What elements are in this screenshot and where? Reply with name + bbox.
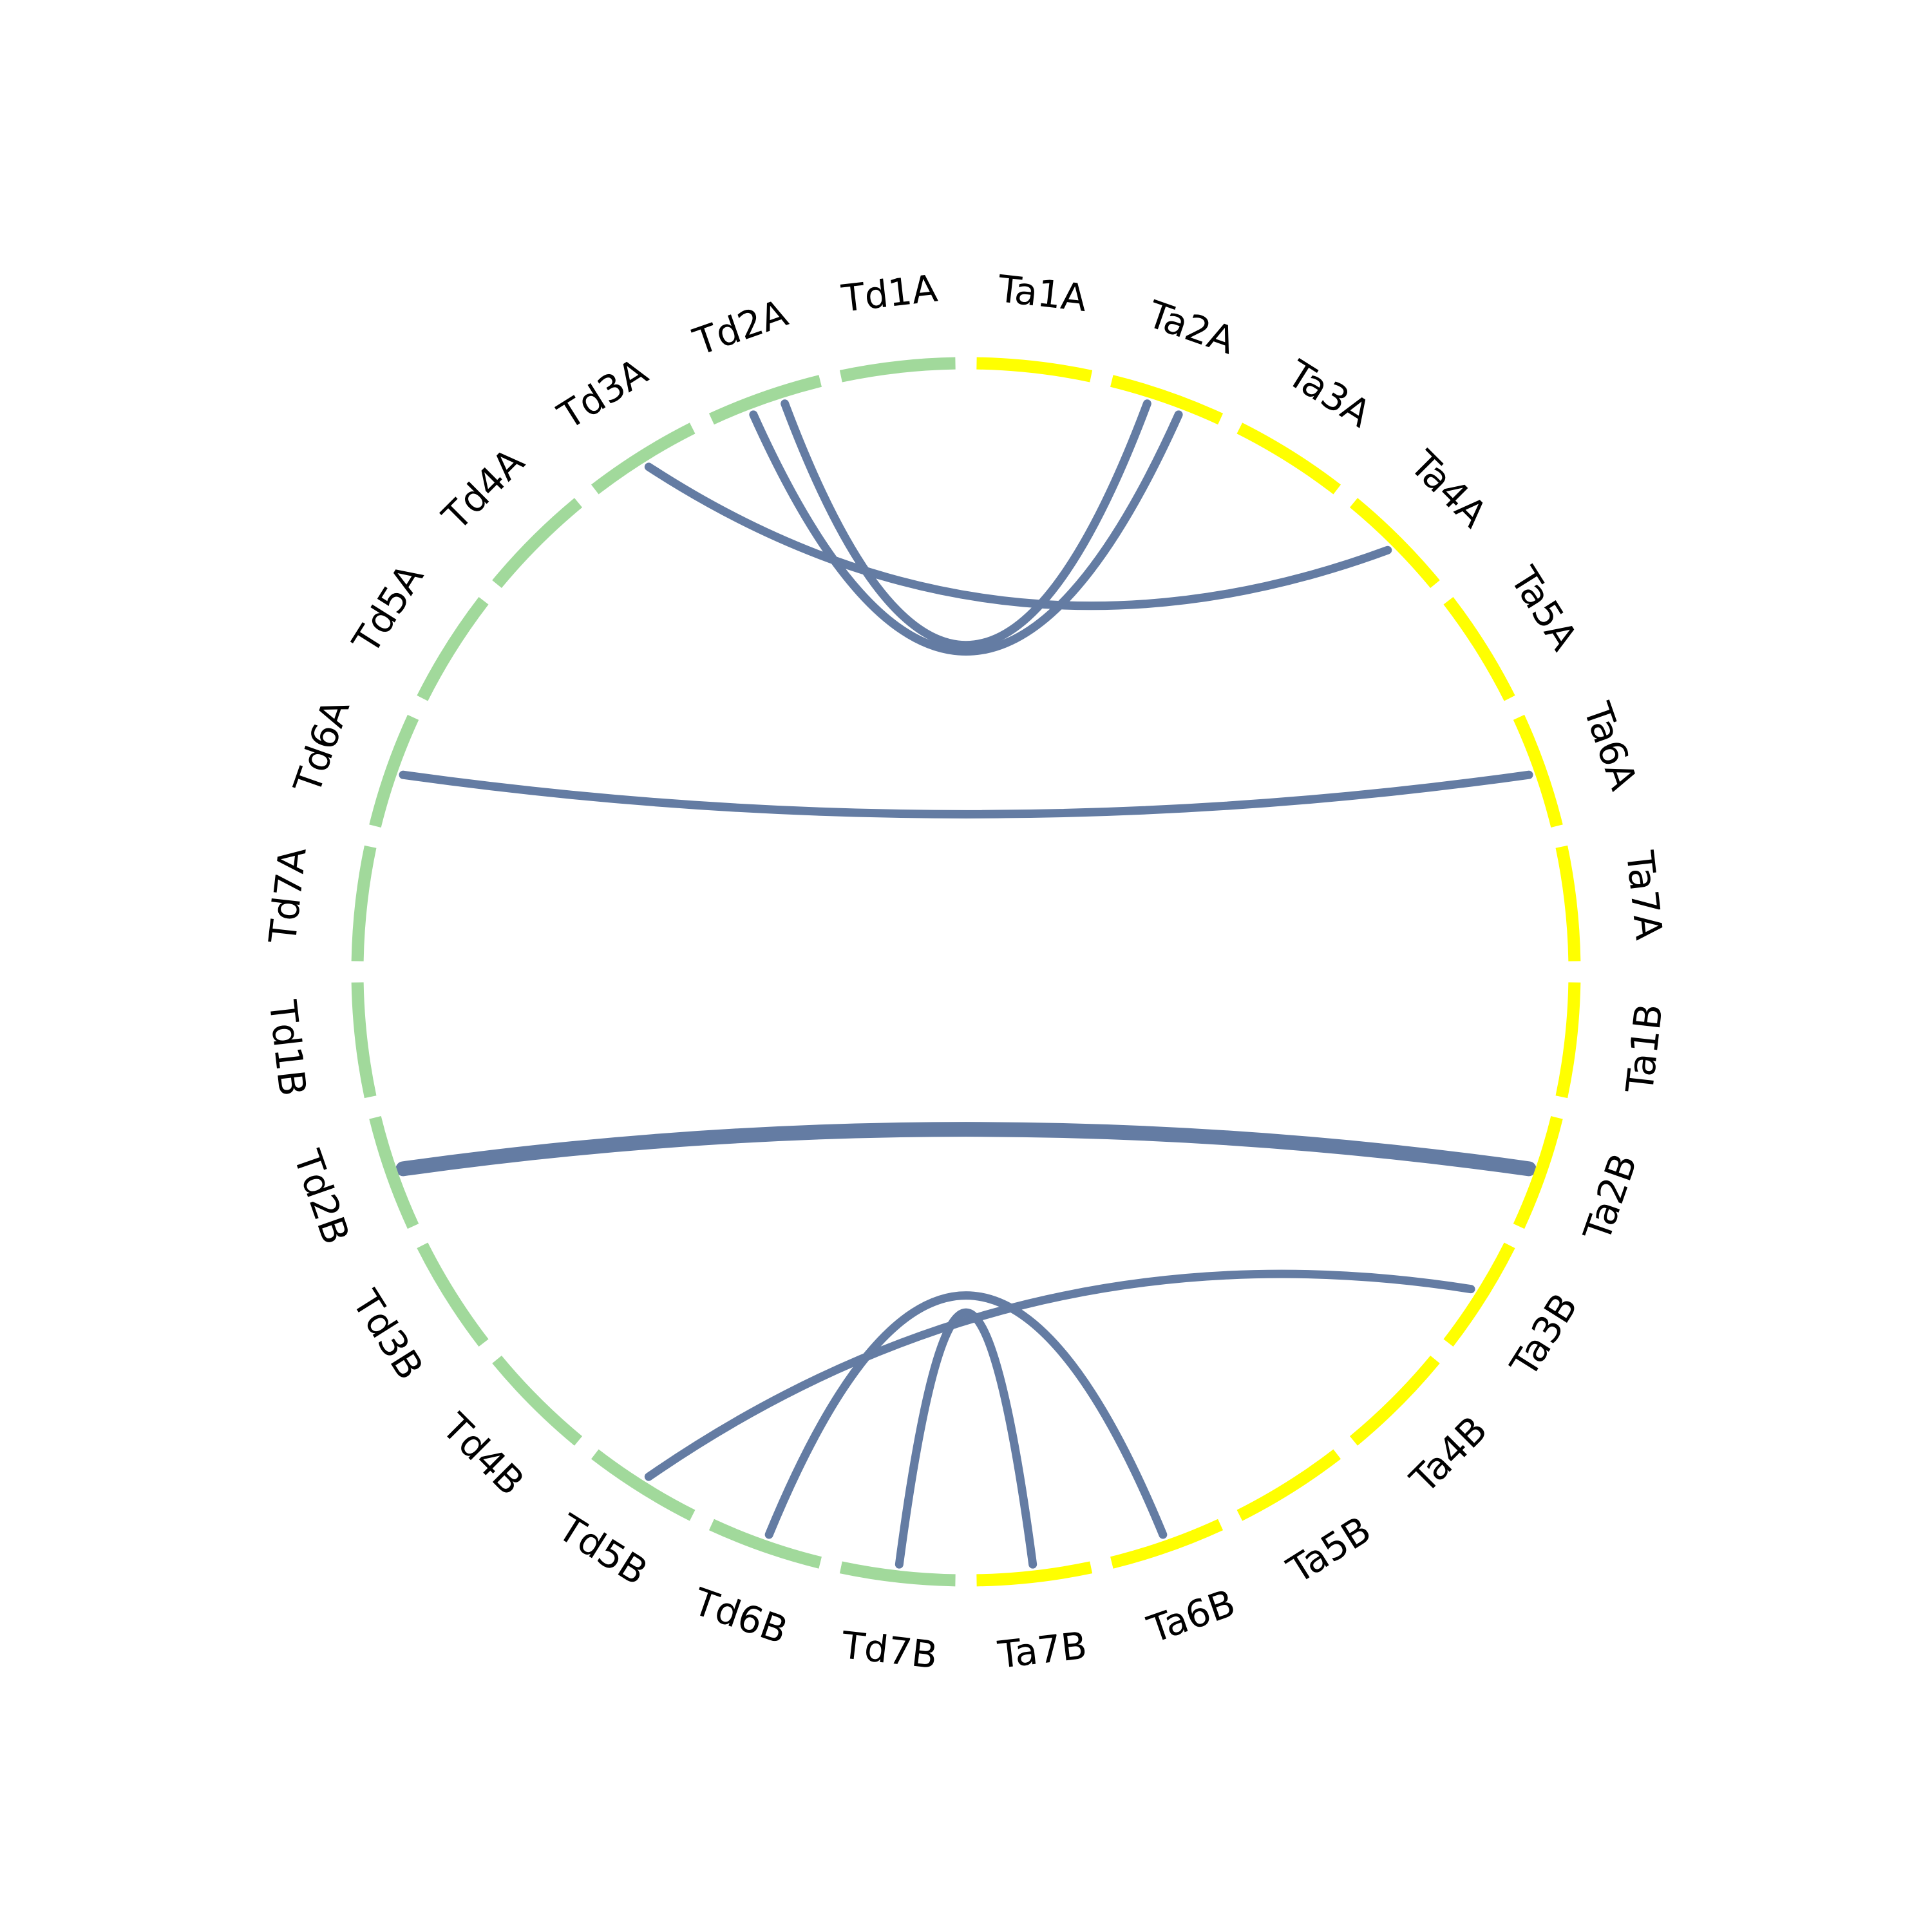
- link-td2a-ta2a-0: [781, 399, 1151, 650]
- segment-label-td7a: Td7A: [260, 845, 314, 946]
- segment-label-ta7b: Ta7B: [995, 1624, 1089, 1677]
- segment-label-td3b: Td3B: [344, 1282, 432, 1387]
- segment-arc-ta2a: [1110, 375, 1224, 425]
- segment-label-ta4a: Ta4A: [1401, 442, 1496, 536]
- segment-label-ta5b: Ta5B: [1280, 1508, 1379, 1593]
- segment-arc-td3b: [417, 1242, 489, 1347]
- segment-arc-td4b: [492, 1355, 583, 1446]
- segment-arc-td2b: [369, 1116, 419, 1229]
- segment-arcs: [351, 357, 1581, 1587]
- segment-arc-ta1a: [976, 357, 1093, 383]
- segment-label-td4b: Td4B: [433, 1405, 533, 1504]
- segment-label-ta5a: Ta5A: [1502, 559, 1587, 658]
- segment-arc-td1a: [839, 357, 956, 383]
- segment-label-ta3a: Ta3A: [1280, 351, 1379, 436]
- segment-label-td7b: Td7B: [839, 1623, 940, 1677]
- segment-arc-td5a: [417, 596, 489, 701]
- segment-label-td5a: Td5A: [344, 556, 432, 661]
- segment-arc-td6b: [708, 1519, 822, 1569]
- link-td2b-ta2b-4: [395, 1122, 1537, 1177]
- segment-arc-ta6b: [1110, 1519, 1224, 1569]
- segment-arc-ta7a: [1555, 845, 1581, 961]
- segment-label-ta1a: Ta1A: [995, 267, 1089, 320]
- segment-label-ta4b: Ta4B: [1401, 1408, 1495, 1502]
- link-td7b-ta7b-7: [895, 1308, 1037, 1569]
- link-td3a-ta4a-2: [644, 462, 1392, 611]
- link-td6a-ta6a-3: [399, 770, 1533, 819]
- segment-label-ta2a: Ta2A: [1142, 292, 1241, 363]
- segment-arc-td5b: [591, 1449, 696, 1521]
- segment-arc-td4a: [492, 498, 583, 589]
- segment-arc-ta4a: [1349, 498, 1440, 589]
- segment-arc-ta2b: [1513, 1116, 1563, 1229]
- segment-label-td2b: Td2B: [285, 1144, 358, 1250]
- segment-label-ta6b: Ta6B: [1142, 1581, 1241, 1652]
- segment-arc-ta5a: [1443, 596, 1515, 701]
- segment-arc-ta1b: [1555, 982, 1581, 1099]
- segment-label-td1b: Td1B: [260, 998, 314, 1099]
- segment-label-ta3b: Ta3B: [1501, 1285, 1586, 1385]
- segment-arc-ta5b: [1236, 1449, 1341, 1521]
- segment-arc-td2a: [708, 375, 822, 425]
- link-td5b-ta3b-5: [644, 1269, 1475, 1481]
- segment-arc-ta6a: [1513, 714, 1563, 828]
- segment-label-td1a: Td1A: [839, 267, 940, 321]
- link-td6b-ta6b-6: [764, 1291, 1168, 1539]
- segment-label-ta7a: Ta7A: [1618, 848, 1671, 942]
- segment-label-ta1b: Ta1B: [1618, 1001, 1671, 1095]
- segment-arc-ta7b: [976, 1561, 1093, 1587]
- segment-arc-ta3b: [1443, 1242, 1515, 1347]
- segment-label-td6b: Td6B: [687, 1579, 793, 1653]
- segment-arc-ta3a: [1236, 422, 1341, 495]
- segment-label-td4a: Td4A: [433, 440, 533, 539]
- segment-arc-td6a: [369, 714, 419, 828]
- segment-arc-td7b: [839, 1561, 956, 1587]
- segment-label-td2a: Td2A: [687, 291, 793, 365]
- links-layer: [395, 399, 1537, 1569]
- link-td2a-ta2a-1: [749, 410, 1183, 656]
- segment-label-ta2b: Ta2B: [1575, 1148, 1645, 1247]
- segment-label-td6a: Td6A: [285, 694, 358, 799]
- segment-arc-ta4b: [1349, 1355, 1440, 1446]
- segment-arc-td3a: [591, 422, 696, 495]
- segment-arc-td1b: [351, 982, 377, 1099]
- segment-arc-td7a: [351, 845, 377, 961]
- segment-label-td5b: Td5B: [550, 1506, 655, 1594]
- segment-label-td3a: Td3A: [550, 350, 655, 438]
- segment-label-ta6a: Ta6A: [1575, 697, 1645, 796]
